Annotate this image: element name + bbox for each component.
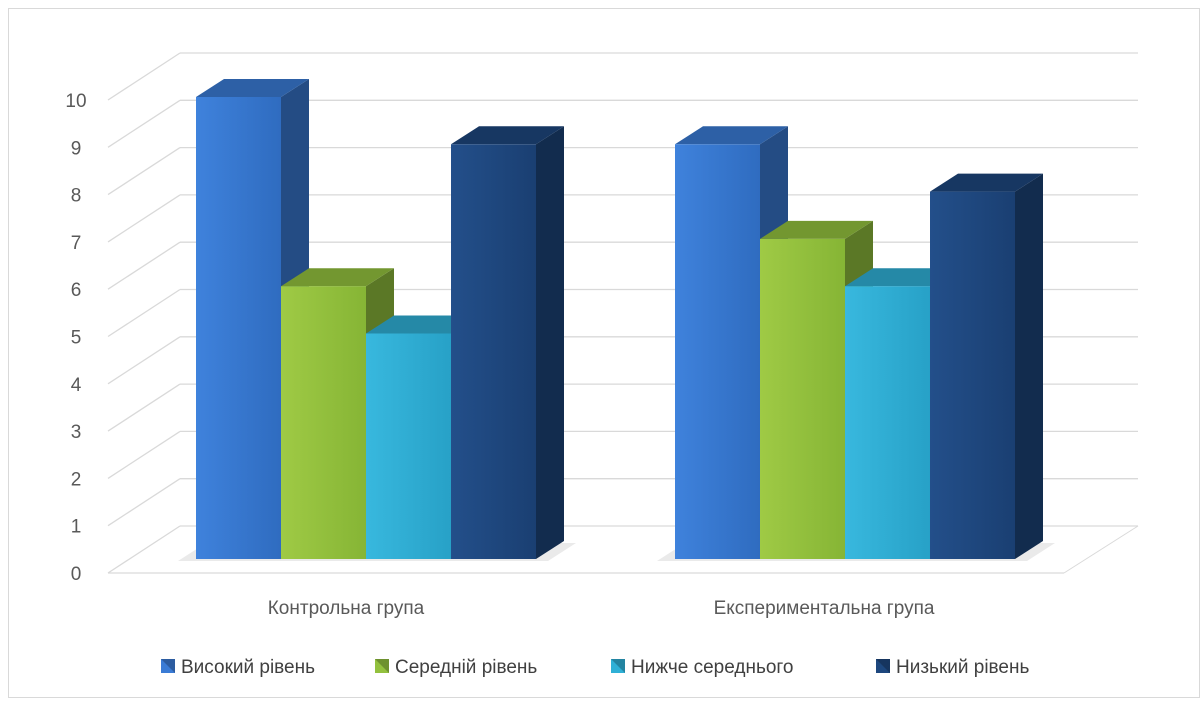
gridline-side xyxy=(107,430,181,479)
bar-front xyxy=(930,191,1015,559)
bar-top xyxy=(281,268,394,287)
legend-item: Середній рівень xyxy=(375,657,537,678)
y-tick-label: 10 xyxy=(65,91,86,112)
bar-side xyxy=(536,126,564,560)
bar-top xyxy=(760,220,873,239)
legend-label: Середній рівень xyxy=(395,657,537,678)
legend-swatch-shade xyxy=(375,659,389,673)
legend-item: Низький рівень xyxy=(876,657,1029,678)
x-tick-label: Експериментальна група xyxy=(714,598,935,619)
bar-front xyxy=(451,144,536,560)
y-tick-label: 1 xyxy=(71,517,82,538)
gridline-side xyxy=(107,147,181,196)
legend-swatch-shade xyxy=(611,659,625,673)
bar-front xyxy=(366,333,451,559)
bar xyxy=(930,173,1043,559)
y-tick-label: 8 xyxy=(71,186,82,207)
legend-item: Нижче середнього xyxy=(611,657,793,678)
gridline-side xyxy=(107,99,181,148)
gridline-side xyxy=(107,383,181,432)
bar xyxy=(451,126,564,560)
bar-top xyxy=(366,315,479,334)
bar-top xyxy=(930,173,1043,192)
x-axis: Контрольна група Експериментальна група xyxy=(268,598,935,619)
legend-swatch-shade xyxy=(161,659,175,673)
y-tick-label: 7 xyxy=(71,233,82,254)
bar-front xyxy=(196,97,281,559)
bar-top xyxy=(675,126,788,145)
legend: Високий рівень Середній рівень Нижче серед… xyxy=(161,657,1029,678)
bar-front xyxy=(845,286,930,559)
gridline-side xyxy=(107,478,181,527)
bar-top xyxy=(845,268,958,287)
x-tick-label: Контрольна група xyxy=(268,598,425,619)
gridline-side xyxy=(107,241,181,290)
y-tick-label: 2 xyxy=(71,469,82,490)
bar-side xyxy=(1015,173,1043,559)
y-tick-label: 6 xyxy=(71,280,82,301)
bar-top xyxy=(196,79,309,97)
bar-top xyxy=(451,126,564,145)
y-tick-label: 5 xyxy=(71,328,82,349)
gridline-side xyxy=(107,525,181,574)
legend-label: Низький рівень xyxy=(896,657,1029,678)
gridline-side xyxy=(107,336,181,385)
y-tick-label: 3 xyxy=(71,422,82,443)
legend-item: Високий рівень xyxy=(161,657,315,678)
gridline-side xyxy=(107,194,181,243)
y-tick-label: 4 xyxy=(71,375,82,396)
y-tick-label: 9 xyxy=(71,138,82,159)
gridline-side xyxy=(107,288,181,338)
legend-label: Високий рівень xyxy=(181,657,315,678)
floor-side xyxy=(1063,525,1139,574)
bar-front xyxy=(760,238,845,559)
bar-front xyxy=(675,144,760,560)
legend-swatch-shade xyxy=(876,659,890,673)
gridline-side xyxy=(107,52,181,101)
bar-front xyxy=(281,286,366,559)
bars xyxy=(178,79,1055,561)
legend-label: Нижче середнього xyxy=(631,657,793,678)
y-axis: 0 1 2 3 4 5 6 7 8 9 10 xyxy=(65,91,86,585)
y-tick-label: 0 xyxy=(71,564,82,585)
